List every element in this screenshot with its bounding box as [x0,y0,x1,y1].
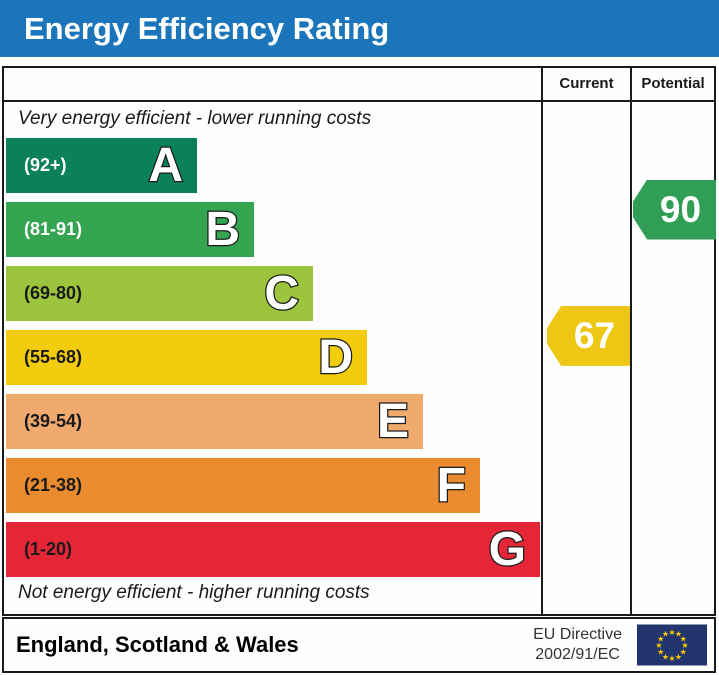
svg-text:★: ★ [668,628,675,637]
svg-text:★: ★ [655,641,662,650]
svg-text:★: ★ [675,630,682,639]
band-range-label: (92+) [24,155,67,175]
svg-text:★: ★ [680,635,687,644]
band-row-C: (69-80) C [6,266,313,321]
svg-text:★: ★ [662,652,669,661]
svg-text:★: ★ [680,648,687,657]
band-range-label: (1-20) [24,539,73,559]
footer-bar: England, Scotland & Wales EU Directive 2… [2,617,716,673]
title-bar: Energy Efficiency Rating [0,0,719,57]
svg-text:★: ★ [668,654,675,663]
band-row-B: (81-91) B [6,202,254,257]
svg-text:★: ★ [662,630,669,639]
region-label: England, Scotland & Wales [16,632,299,657]
band-row-F: (21-38) F [6,458,480,513]
page-title: Energy Efficiency Rating [24,10,390,46]
band-row-E: (39-54) E [6,394,423,449]
band-letter: C [263,266,300,322]
band-row-G: (1-20) G [6,522,540,577]
column-header-current: Current [559,75,614,92]
band-row-A: (92+) A [6,138,197,193]
band-range-label: (39-54) [24,411,83,431]
bands-container: (92+) A (81-91) B (69-80) C (55-68) D (39-54) E (2… [6,68,541,614]
current-rating-arrow: 67 [547,305,630,366]
svg-text:★: ★ [681,641,688,650]
eu-directive-line2: 2002/91/EC [535,646,620,663]
svg-text:★: ★ [657,635,664,644]
table-header-row [4,68,714,102]
band-letter: D [317,330,354,386]
band-letter: F [435,458,467,514]
band-row-D: (55-68) D [6,330,367,385]
band-range-label: (21-38) [24,475,83,495]
band-letter: G [487,522,527,578]
potential-rating-value: 90 [659,188,702,230]
top-note: Very energy efficient - lower running co… [18,108,372,129]
bottom-note: Not energy efficient - higher running co… [18,582,370,603]
column-divider-potential [630,68,632,614]
eu-directive-line1: EU Directive [533,626,622,643]
rating-table: Current Potential Very energy efficient … [2,66,716,616]
current-rating-value: 67 [573,314,616,356]
band-range-label: (55-68) [24,347,83,367]
eu-directive-label: EU Directive 2002/91/EC [533,625,622,665]
column-header-potential: Potential [641,75,705,92]
band-letter: E [376,394,411,450]
eu-flag-icon: ★ ★★★★★★★★★★★ [637,624,707,666]
band-range-label: (81-91) [24,219,83,239]
band-range-label: (69-80) [24,283,83,303]
svg-text:★: ★ [657,648,664,657]
column-divider-current [541,68,543,614]
band-letter: A [147,138,184,194]
band-letter: B [204,202,241,258]
svg-text:★: ★ [675,652,682,661]
potential-rating-arrow: 90 [633,179,716,240]
